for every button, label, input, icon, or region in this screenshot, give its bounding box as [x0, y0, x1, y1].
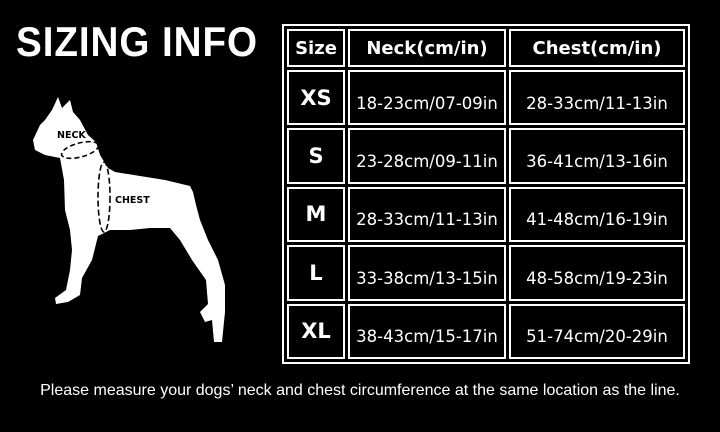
neck-cell: 23-28cm/09-11in — [348, 128, 506, 184]
header-neck: Neck(cm/in) — [348, 29, 506, 67]
neck-cell: 28-33cm/11-13in — [348, 186, 506, 243]
table-row: XL 38-43cm/15-17in 51-74cm/20-29in — [287, 303, 685, 359]
size-cell: XS — [287, 70, 345, 126]
table-row: M 28-33cm/11-13in 41-48cm/16-19in — [287, 186, 685, 243]
chest-cell: 28-33cm/11-13in — [509, 70, 685, 126]
neck-cell: 38-43cm/15-17in — [348, 303, 506, 359]
neck-cell: 33-38cm/13-15in — [348, 245, 506, 301]
chest-cell: 36-41cm/13-16in — [509, 128, 685, 184]
size-cell: XL — [287, 303, 345, 359]
neck-line — [60, 140, 100, 160]
neck-cell: 18-23cm/07-09in — [348, 70, 506, 126]
chest-cell: 51-74cm/20-29in — [509, 303, 685, 359]
table-row: S 23-28cm/09-11in 36-41cm/13-16in — [287, 128, 685, 184]
chest-line — [97, 161, 111, 233]
dog-silhouette — [33, 97, 225, 342]
header-chest: Chest(cm/in) — [509, 29, 685, 67]
table-row: XS 18-23cm/07-09in 28-33cm/11-13in — [287, 70, 685, 126]
header-size: Size — [287, 29, 345, 67]
chest-cell: 48-58cm/19-23in — [509, 245, 685, 301]
measurement-note: Please measure your dogs’ neck and chest… — [40, 382, 680, 399]
size-chart-table: Size Neck(cm/in) Chest(cm/in) XS 18-23cm… — [282, 24, 690, 364]
dog-measurement-diagram: NECK CHEST — [33, 97, 225, 342]
size-cell: L — [287, 245, 345, 301]
size-cell: M — [287, 186, 345, 243]
table-header-row: Size Neck(cm/in) Chest(cm/in) — [287, 29, 685, 67]
size-cell: S — [287, 128, 345, 184]
chest-cell: 41-48cm/16-19in — [509, 186, 685, 243]
table-row: L 33-38cm/13-15in 48-58cm/19-23in — [287, 245, 685, 301]
page-title: SIZING INFO — [16, 18, 258, 65]
neck-label: NECK — [57, 130, 86, 141]
chest-label: CHEST — [115, 195, 150, 206]
